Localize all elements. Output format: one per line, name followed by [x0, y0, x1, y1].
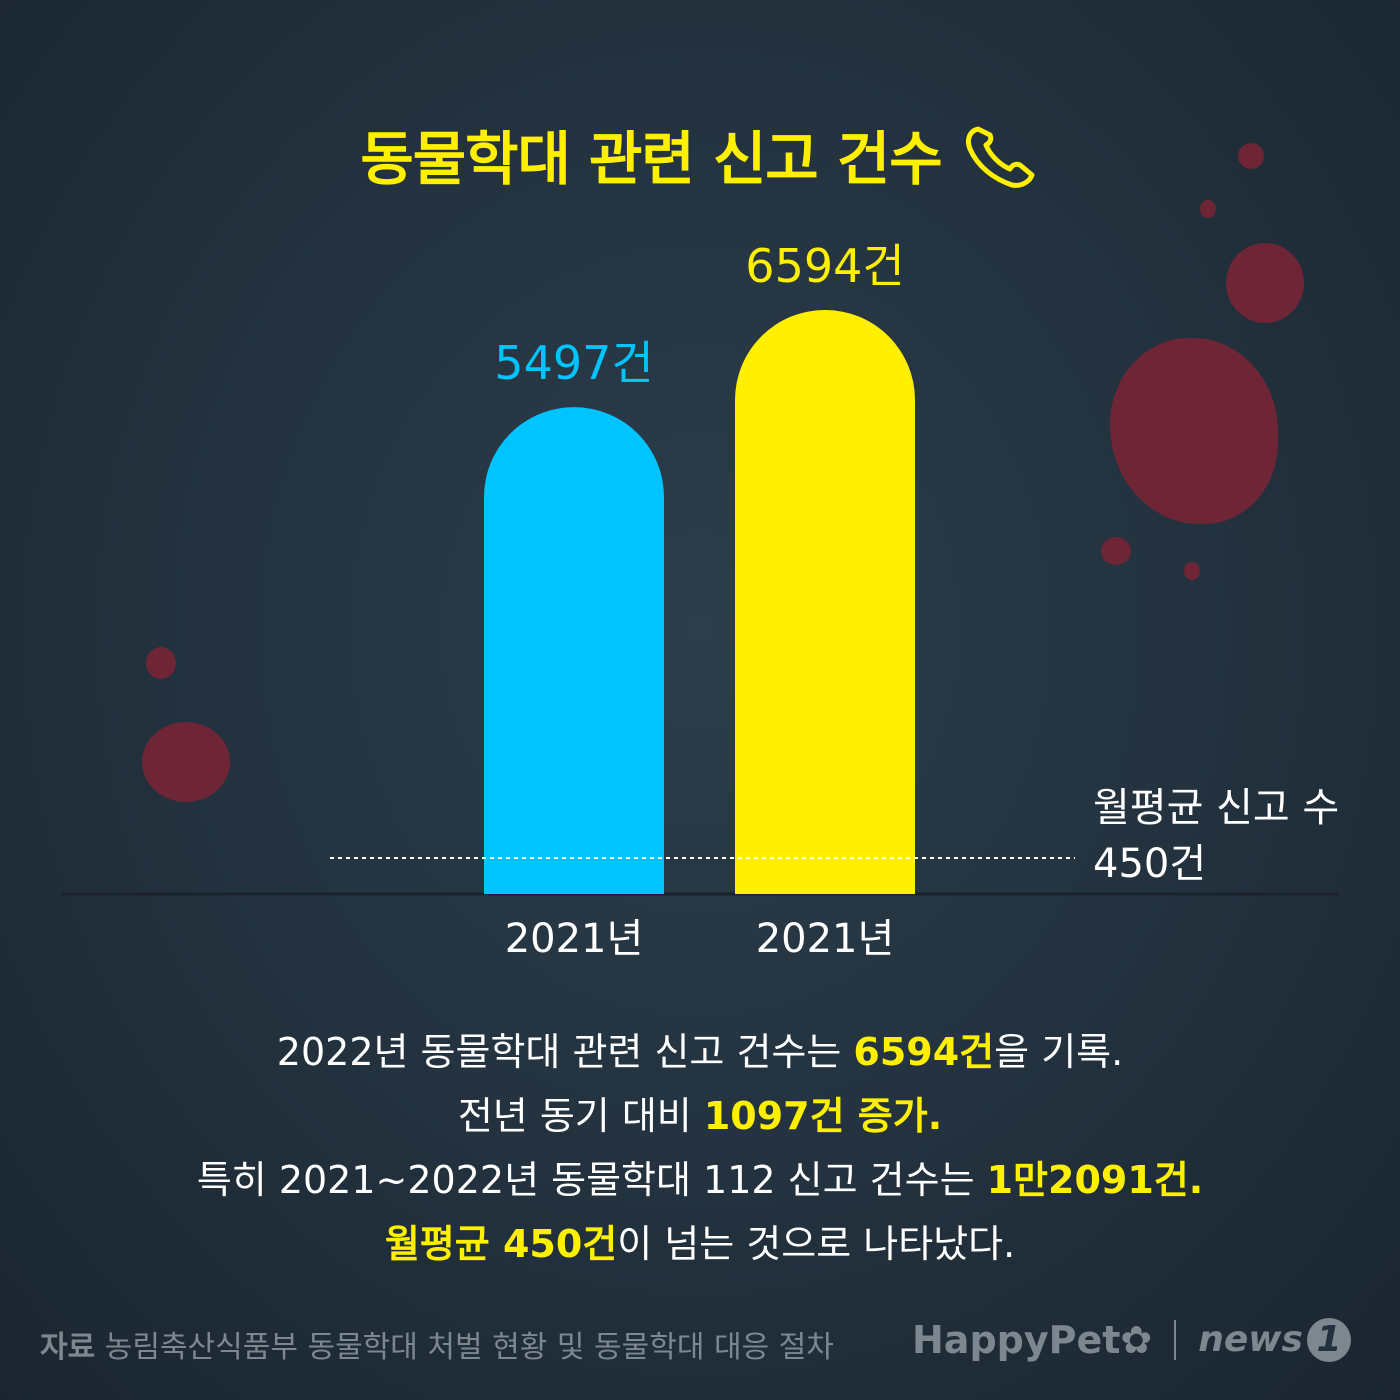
description-highlight: 1097건 증가.: [703, 1094, 943, 1138]
description-line: 특히 2021~2022년 동물학대 112 신고 건수는 1만2091건.: [0, 1148, 1400, 1212]
brand-logos: HappyPet✿ news 1: [912, 1318, 1351, 1362]
bar-value-label: 6594건: [745, 239, 904, 293]
description-text: 이 넘는 것으로 나타났다.: [617, 1222, 1016, 1266]
chart-title: 동물학대 관련 신고 건수: [0, 112, 1400, 196]
bar: [484, 407, 664, 894]
stain-decoration: [1101, 537, 1131, 565]
source-credit: 자료 농림축산식품부 동물학대 처벌 현황 및 동물학대 대응 절차: [40, 1322, 834, 1366]
x-tick-label: 2021년: [505, 916, 644, 962]
paw-icon: ✿: [1120, 1318, 1153, 1362]
stain-decoration: [142, 722, 230, 802]
news1-logo-text: news: [1198, 1319, 1303, 1360]
monthly-average-label: 월평균 신고 수 450건: [1093, 780, 1339, 892]
bar-chart: 5497건 2021년 6594건 2021년: [62, 238, 1338, 962]
description-text: 특히 2021~2022년 동물학대 112 신고 건수는: [196, 1158, 987, 1202]
description-text: 전년 동기 대비: [457, 1094, 704, 1138]
happypet-logo-text: HappyPet: [912, 1318, 1121, 1362]
news1-badge: 1: [1306, 1318, 1351, 1362]
stain-decoration: [1226, 243, 1304, 323]
stain-decoration: [1184, 562, 1200, 580]
description-text: 2022년 동물학대 관련 신고 건수는: [276, 1030, 854, 1074]
source-label: 자료: [40, 1330, 96, 1365]
description-highlight: 6594건: [853, 1030, 995, 1074]
happypet-logo: HappyPet✿: [912, 1318, 1152, 1362]
phone-icon: [960, 119, 1040, 189]
news1-logo: news 1: [1198, 1318, 1351, 1362]
monthly-average-label-line1: 월평균 신고 수: [1093, 785, 1340, 831]
description-highlight: 1만2091건.: [986, 1158, 1204, 1202]
stain-decoration: [1238, 143, 1264, 169]
chart-title-text: 동물학대 관련 신고 건수: [360, 125, 942, 193]
description-line: 2022년 동물학대 관련 신고 건수는 6594건을 기록.: [0, 1020, 1400, 1084]
x-tick-label: 2021년: [756, 916, 895, 962]
stain-decoration: [1200, 200, 1216, 218]
description-text: 을 기록.: [994, 1030, 1124, 1074]
monthly-average-label-line2: 450건: [1093, 841, 1207, 887]
description: 2022년 동물학대 관련 신고 건수는 6594건을 기록. 전년 동기 대비…: [0, 1020, 1400, 1276]
source-text: 농림축산식품부 동물학대 처벌 현황 및 동물학대 대응 절차: [104, 1330, 834, 1365]
logo-divider: [1174, 1320, 1177, 1360]
bar: [735, 309, 915, 894]
description-line: 전년 동기 대비 1097건 증가.: [0, 1084, 1400, 1148]
bar-value-label: 5497건: [494, 336, 653, 390]
stain-decoration: [1110, 338, 1278, 524]
stain-decoration: [146, 647, 176, 679]
description-highlight: 월평균 450건: [384, 1222, 618, 1266]
description-line: 월평균 450건이 넘는 것으로 나타났다.: [0, 1212, 1400, 1276]
